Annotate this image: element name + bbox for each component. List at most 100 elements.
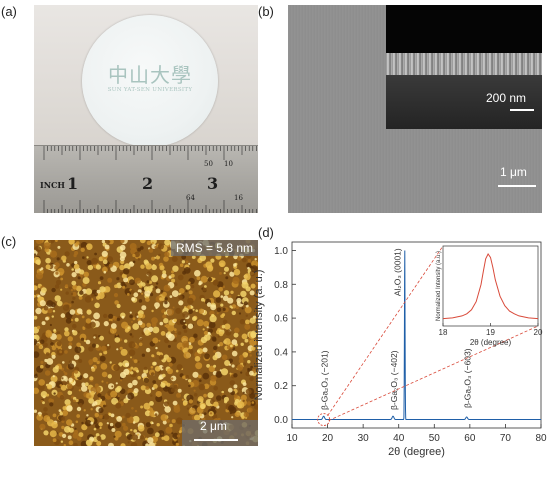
afm-grain: [130, 371, 134, 375]
afm-grain: [159, 265, 165, 271]
inset-x-tick-label: 19: [486, 328, 495, 337]
afm-grain: [65, 284, 69, 288]
afm-grain: [166, 308, 174, 316]
afm-grain: [255, 280, 258, 284]
afm-grain: [43, 305, 49, 311]
afm-grain: [91, 257, 99, 265]
afm-grain: [219, 342, 224, 347]
afm-grain: [182, 401, 187, 406]
afm-grain: [145, 263, 152, 270]
afm-grain: [114, 430, 122, 438]
afm-grain: [217, 335, 220, 338]
afm-grain: [96, 441, 102, 446]
afm-grain: [221, 392, 224, 396]
afm-texture: [34, 240, 258, 446]
afm-grain: [137, 318, 141, 322]
afm-grain: [102, 259, 108, 265]
afm-grain: [131, 335, 134, 338]
afm-grain: [146, 280, 150, 284]
afm-grain: [148, 332, 152, 335]
afm-grain: [207, 392, 214, 399]
afm-grain: [119, 256, 125, 262]
afm-grain: [127, 382, 133, 388]
afm-grain: [108, 383, 115, 390]
afm-grain: [222, 319, 228, 325]
afm-grain: [38, 379, 45, 386]
afm-grain: [213, 277, 216, 281]
afm-grain: [167, 368, 173, 375]
afm-grain: [120, 240, 125, 244]
afm-grain: [123, 425, 129, 431]
afm-grain: [34, 387, 40, 394]
afm-grain: [114, 337, 121, 343]
afm-grain: [111, 428, 116, 432]
afm-grain: [175, 417, 183, 425]
afm-grain: [108, 320, 113, 325]
afm-grain: [212, 355, 218, 361]
afm-grain: [86, 414, 89, 417]
afm-grain: [78, 296, 83, 300]
afm-grain: [244, 306, 252, 314]
afm-grain: [103, 404, 106, 408]
afm-grain: [192, 316, 197, 321]
afm-grain: [245, 388, 252, 395]
afm-grain: [230, 290, 234, 294]
peak-label: Al₂O₃ (0001): [393, 248, 403, 296]
afm-grain: [73, 396, 77, 401]
afm-grain: [56, 341, 62, 347]
afm-grain: [151, 275, 159, 283]
afm-grain: [195, 309, 198, 312]
afm-grain: [102, 266, 108, 273]
afm-grain: [159, 297, 163, 301]
afm-grain: [90, 421, 94, 425]
afm-grain: [199, 413, 203, 417]
afm-grain: [147, 437, 154, 444]
afm-grain: [35, 307, 42, 315]
afm-grain: [162, 314, 167, 319]
afm-grain: [169, 423, 173, 428]
afm-grain: [220, 295, 224, 298]
afm-grain: [54, 265, 58, 270]
afm-grain: [67, 363, 75, 370]
afm-grain: [246, 401, 252, 406]
afm-grain: [218, 307, 221, 310]
afm-grain: [110, 390, 118, 398]
afm-grain: [220, 303, 224, 307]
afm-grain: [245, 314, 248, 317]
afm-grain: [154, 442, 157, 445]
afm-grain: [60, 313, 66, 318]
afm-grain: [249, 290, 255, 296]
afm-grain: [132, 260, 136, 264]
afm-grain: [46, 393, 50, 397]
afm-grain: [129, 314, 133, 319]
afm-grain: [146, 271, 152, 276]
plot-frame: [291, 241, 542, 429]
afm-grain: [50, 342, 54, 346]
afm-grain: [76, 436, 82, 441]
afm-grain: [137, 247, 141, 252]
afm-grain: [76, 342, 81, 348]
afm-grain: [233, 384, 238, 389]
afm-grain: [57, 276, 60, 279]
afm-grain: [251, 401, 255, 404]
afm-grain: [68, 286, 72, 290]
afm-grain: [94, 302, 100, 309]
afm-grain: [80, 247, 85, 252]
afm-grain: [73, 399, 76, 403]
afm-grain: [189, 336, 195, 343]
afm-grain: [198, 374, 202, 379]
afm-grain: [169, 295, 173, 298]
afm-grain: [158, 253, 161, 257]
x-tick-label: 20: [322, 433, 334, 444]
afm-grain: [91, 293, 95, 298]
afm-grain: [162, 270, 167, 275]
afm-grain: [89, 376, 94, 381]
afm-grain: [160, 382, 166, 388]
ruler-ticks: [43, 146, 257, 213]
afm-grain: [110, 323, 117, 329]
afm-grain: [183, 320, 186, 323]
afm-grain: [74, 242, 79, 247]
afm-grain: [185, 260, 189, 264]
afm-grain: [88, 359, 94, 365]
afm-grain: [177, 331, 182, 335]
